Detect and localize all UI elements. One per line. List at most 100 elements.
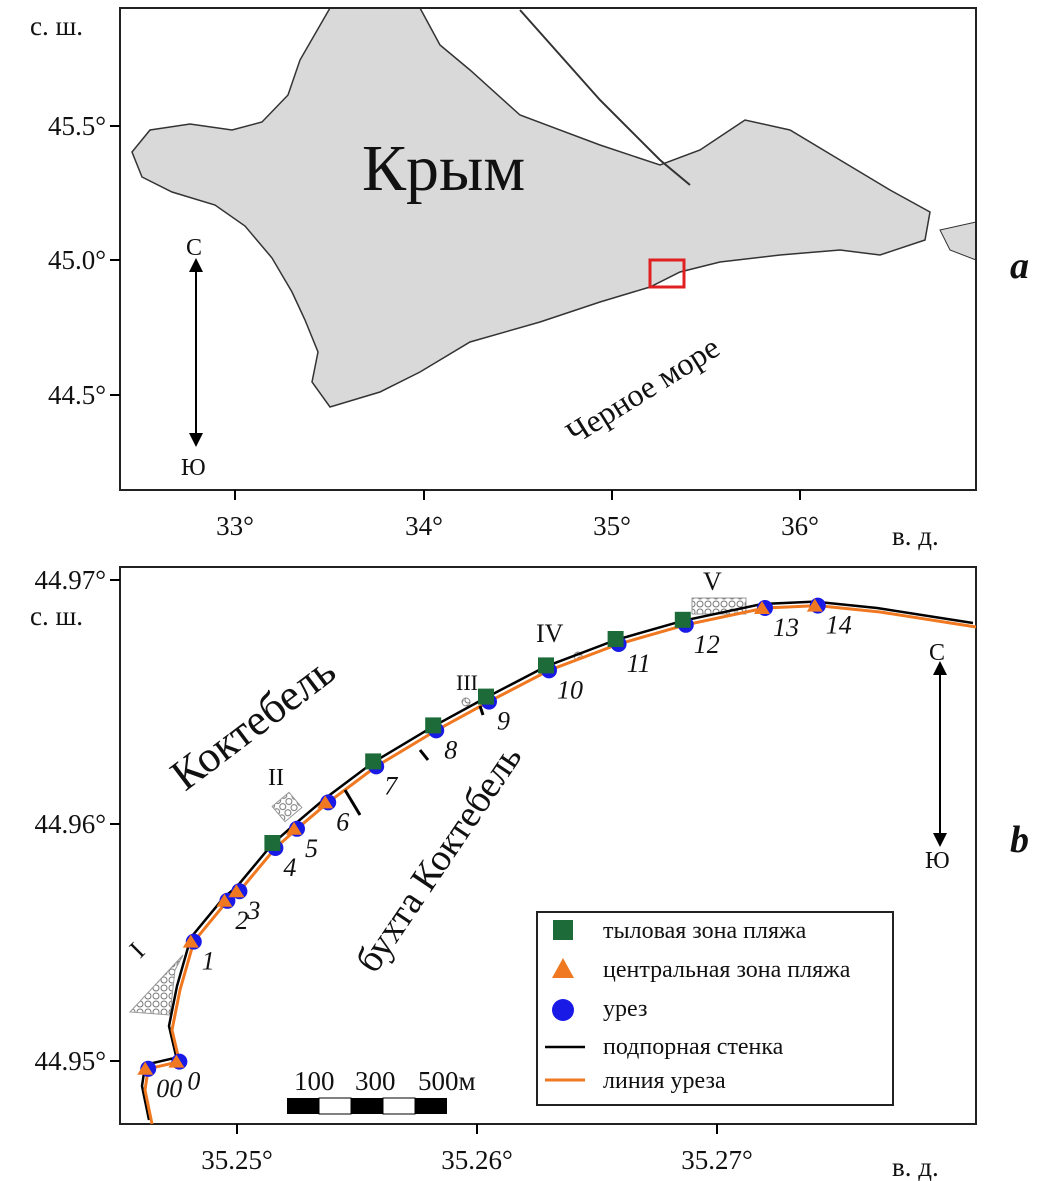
scale-label-500: 500м bbox=[418, 1066, 476, 1096]
tick-label: 44.96° bbox=[34, 809, 106, 839]
central-zone-point bbox=[137, 1061, 154, 1075]
tick-label: 33° bbox=[216, 511, 254, 541]
panel-a-letter: a bbox=[1010, 245, 1029, 287]
rear-zone-point bbox=[264, 835, 281, 851]
station-00: 00 bbox=[137, 1060, 182, 1103]
legend-circle-icon bbox=[552, 999, 574, 1021]
legend-label: тыловая зона пляжа bbox=[603, 918, 807, 944]
zone-III-marker bbox=[461, 697, 471, 707]
south-label: Ю bbox=[181, 455, 206, 481]
tick-label: 35.26° bbox=[441, 1145, 513, 1175]
legend-label: урез bbox=[603, 996, 647, 1022]
station-5: 5 bbox=[286, 820, 318, 863]
tick-label: 35° bbox=[593, 511, 631, 541]
legend-square-icon bbox=[553, 920, 573, 940]
station-label: 7 bbox=[384, 771, 398, 800]
panel-a-frame bbox=[119, 7, 977, 491]
station-1: 1 bbox=[182, 933, 215, 976]
north-label: С bbox=[929, 640, 945, 666]
central-zone-point bbox=[228, 884, 245, 898]
station-11: 11 bbox=[607, 631, 651, 678]
station-7: 7 bbox=[365, 753, 398, 800]
scale-label-300: 300 bbox=[355, 1066, 396, 1096]
central-zone-point bbox=[286, 821, 302, 835]
arabat-spit bbox=[519, 9, 691, 186]
station-label: 10 bbox=[557, 675, 583, 704]
station-label: 4 bbox=[283, 853, 296, 882]
legend-label: линия уреза bbox=[603, 1068, 726, 1094]
south-label: Ю bbox=[925, 848, 950, 874]
station-6: 6 bbox=[317, 794, 349, 836]
central-zone-point bbox=[317, 795, 334, 809]
station-3: 3 bbox=[228, 883, 260, 925]
rear-zone-point bbox=[478, 688, 494, 705]
zone-I-hatched-area bbox=[128, 954, 184, 1016]
lon-ticks: 33° 34° 35° 36° bbox=[216, 490, 819, 541]
lon-ticks: 35.25° 35.26° 35.27° bbox=[201, 1124, 753, 1175]
study-area-highlight bbox=[648, 258, 686, 289]
north-label: С bbox=[186, 235, 202, 261]
station-label: 5 bbox=[305, 834, 318, 863]
central-zone-point bbox=[806, 598, 823, 612]
scale-bar: 100 300 500м bbox=[287, 1066, 476, 1115]
station-label: 1 bbox=[202, 947, 215, 976]
station-label: 3 bbox=[246, 896, 260, 925]
legend-label: подпорная стенка bbox=[603, 1034, 784, 1060]
tick-label: 44.95° bbox=[34, 1046, 106, 1076]
station-4: 4 bbox=[264, 835, 296, 882]
taman-coast bbox=[939, 221, 977, 261]
tick-label: 35.25° bbox=[201, 1145, 273, 1175]
lon-axis-label: в. д. bbox=[892, 1152, 939, 1181]
station-label: 11 bbox=[627, 649, 651, 678]
central-zone-point bbox=[754, 601, 770, 614]
town-label: Коктебель bbox=[162, 645, 345, 800]
station-label: 0 bbox=[187, 1067, 200, 1096]
sea-label: Черное море bbox=[560, 329, 726, 451]
tick-label: 35.27° bbox=[681, 1145, 753, 1175]
tick-label: 45.5° bbox=[48, 111, 106, 141]
station-9: 9 bbox=[478, 688, 510, 736]
region-label: Крым bbox=[362, 132, 525, 205]
station-13: 13 bbox=[754, 600, 799, 642]
station-label: 00 bbox=[156, 1074, 182, 1103]
tick-label: 44.5° bbox=[48, 380, 106, 410]
zone-label-II: II bbox=[268, 765, 284, 791]
central-zone-point bbox=[182, 934, 199, 948]
tick-label: 44.97° bbox=[34, 565, 106, 595]
panel-a-overview-map: Крым Черное море с. ш. в. д. 45.5°45.0°4… bbox=[30, 7, 1029, 551]
waterline bbox=[143, 604, 977, 1125]
legend: тыловая зона пляжа центральная зона пляж… bbox=[536, 911, 894, 1106]
station-label: 14 bbox=[826, 611, 852, 640]
rear-zone-point bbox=[425, 717, 442, 734]
panel-b-frame bbox=[119, 566, 977, 1125]
lat-ticks: 45.5° 45.0° 44.5° bbox=[48, 111, 120, 410]
rear-zone-point bbox=[607, 631, 624, 647]
groins bbox=[343, 705, 485, 816]
zone-label-IV: IV bbox=[536, 619, 564, 648]
retaining-wall-line bbox=[140, 600, 974, 1121]
station-2: 2 bbox=[216, 892, 248, 935]
station-label: 6 bbox=[336, 807, 349, 836]
station-label: 13 bbox=[773, 613, 799, 642]
lat-ticks: 44.97° 44.96° 44.95° bbox=[34, 565, 120, 1076]
rear-zone-point bbox=[365, 753, 382, 770]
legend-triangle-icon bbox=[552, 958, 574, 978]
lat-axis-label: с. ш. bbox=[30, 11, 83, 41]
station-0: 0 bbox=[168, 1053, 200, 1096]
rear-zone-point bbox=[538, 657, 554, 674]
tick-label: 34° bbox=[405, 511, 443, 541]
central-zone-point bbox=[216, 893, 233, 907]
tick-label: 36° bbox=[781, 511, 819, 541]
station-12: 12 bbox=[674, 611, 720, 659]
station-label: 9 bbox=[497, 707, 510, 736]
tick-label: 45.0° bbox=[48, 245, 106, 275]
station-label: 2 bbox=[235, 906, 248, 935]
zone-II-hatched-area bbox=[271, 791, 303, 823]
legend-label: центральная зона пляжа bbox=[603, 957, 851, 983]
rear-zone-point bbox=[674, 611, 691, 628]
central-zone-point bbox=[168, 1054, 185, 1068]
station-10: 10 bbox=[538, 657, 583, 704]
